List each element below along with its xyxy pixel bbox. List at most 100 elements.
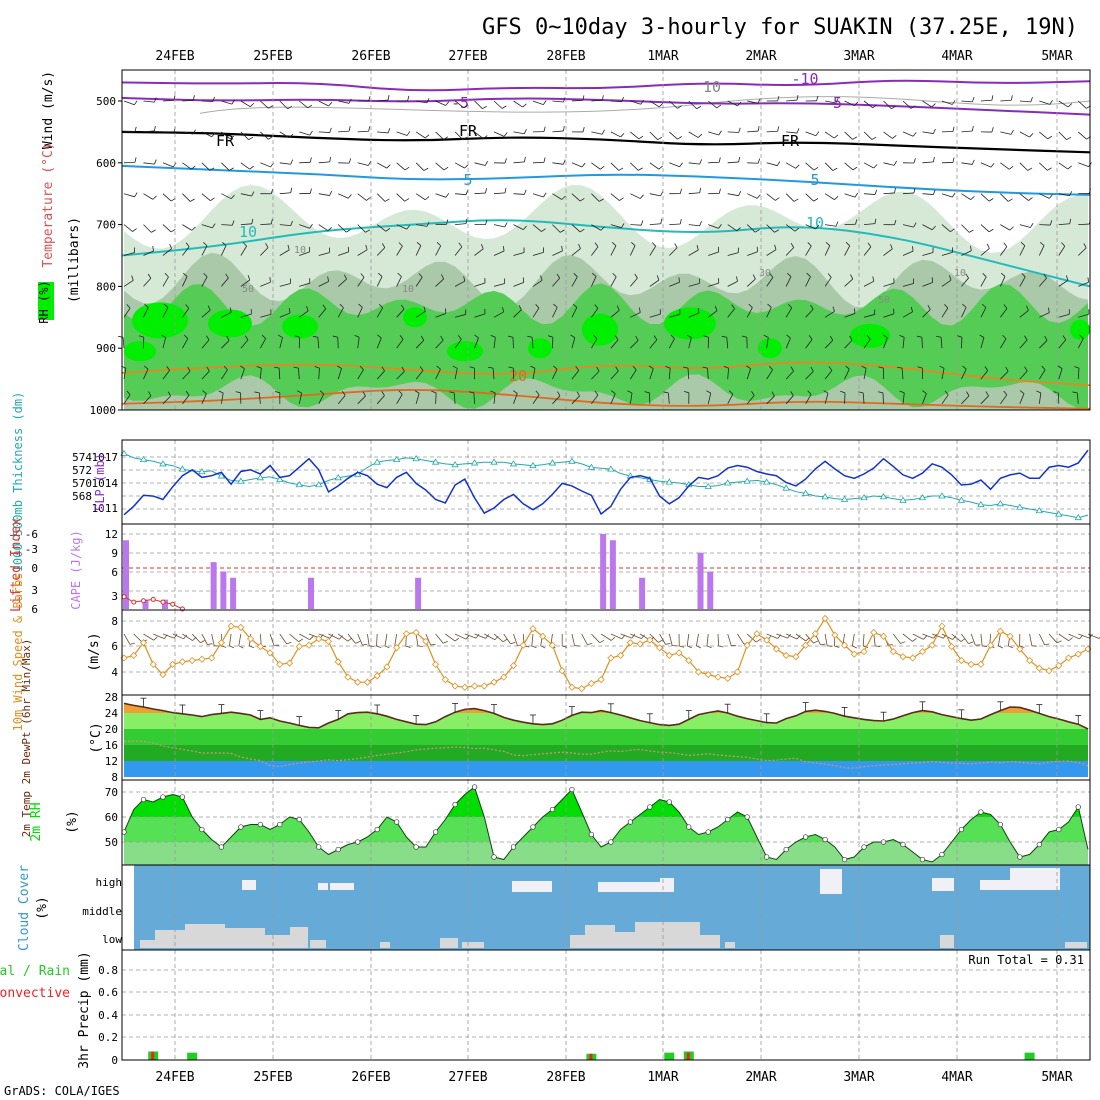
rh-marker	[569, 786, 575, 793]
wind-barb-flag	[368, 126, 371, 132]
wind-barb-flag	[277, 334, 283, 338]
wind-barb	[785, 276, 792, 287]
wind-barb-flag	[968, 229, 974, 233]
wind-barb	[279, 633, 287, 645]
wind-barb	[844, 100, 855, 107]
wind-marker	[1074, 650, 1082, 658]
wind-barb	[591, 131, 603, 135]
wind-barb	[961, 395, 970, 405]
wind-barb-flag	[741, 335, 747, 338]
wind-barb	[513, 633, 518, 646]
wind-barb	[221, 131, 231, 140]
day-label: 27FEB	[448, 49, 487, 64]
rh-marker	[608, 839, 614, 845]
upper-air-label-rh: RH (%)	[37, 280, 51, 323]
wind-barb-flag	[610, 636, 616, 641]
wind-barb-flag	[406, 131, 411, 136]
wind-barb-flag	[126, 304, 131, 309]
wind-barb	[708, 310, 718, 318]
wind-barb-flag	[287, 244, 290, 250]
wind-barb	[260, 223, 272, 225]
thickness-marker	[256, 474, 265, 481]
wind-barb	[357, 162, 369, 166]
wind-barb	[532, 368, 536, 380]
wind-barb	[727, 161, 739, 164]
wind-barb-flag	[638, 135, 644, 140]
wind-barb	[824, 393, 829, 404]
wind-barb-flag	[962, 365, 967, 370]
wind-barb-flag	[755, 639, 761, 643]
wind-barb-flag	[443, 136, 449, 140]
rh-blob-90	[758, 338, 782, 359]
wind-barb-flag	[1008, 645, 1014, 649]
wind-barb	[824, 370, 833, 380]
wind-barb-flag	[463, 276, 466, 282]
wind-barb-flag	[718, 188, 721, 194]
wind-barb-flag	[446, 219, 449, 225]
day-labels-bottom: 24FEB 25FEB 26FEB 27FEB 28FEB 1MAR 2MAR 3MAR 4MA…	[155, 1070, 1072, 1085]
wind-barb-flag	[652, 242, 656, 247]
wind-barb	[201, 339, 210, 349]
wind-barb-flag	[699, 159, 702, 165]
wind-barb-flag	[1047, 135, 1053, 140]
cloud-high-block	[820, 869, 842, 894]
wind-barb-flag	[757, 98, 761, 104]
day-label: 4MAR	[941, 1070, 972, 1085]
day-label: 24FEB	[155, 1070, 194, 1085]
wind-barb-flag	[618, 167, 624, 171]
wind-barb-flag	[286, 641, 292, 645]
wind-barb	[182, 99, 194, 102]
wind-barb-flag	[736, 227, 741, 232]
wind-barb	[338, 251, 349, 256]
wind-barb-flag	[309, 635, 314, 640]
wind-barb-flag	[384, 198, 390, 202]
wind-barb-flag	[365, 229, 371, 233]
wind-barb	[630, 312, 641, 318]
wind-barb	[182, 394, 190, 405]
wind-barb	[221, 277, 229, 287]
wind-barb	[493, 100, 503, 109]
wind-barb-flag	[786, 272, 792, 277]
wind-barb	[1058, 339, 1067, 349]
wind-barb-flag	[706, 645, 712, 649]
wind-barb	[532, 193, 544, 198]
wind-barb-flag	[397, 272, 402, 277]
wind-barb	[474, 100, 483, 109]
wind-barb	[902, 192, 914, 195]
wind-barb-flag	[212, 223, 216, 229]
wind-barb	[591, 193, 600, 202]
wind-barb-flag	[670, 334, 675, 339]
wind-barb-flag	[387, 95, 390, 101]
wind-barb-flag	[582, 95, 585, 101]
thickness-marker	[938, 492, 946, 499]
wind-barb	[610, 193, 620, 201]
wind-barb	[182, 193, 191, 202]
wind-barb	[532, 252, 544, 256]
precip-tick: 0.2	[98, 1031, 118, 1044]
wind-barb	[143, 250, 154, 256]
wind-barb-flag	[1019, 390, 1025, 394]
wind-marker	[441, 676, 449, 684]
wind-barb-flag	[850, 274, 854, 280]
wind-barb-flag	[810, 304, 814, 310]
rh-marker	[861, 844, 867, 850]
precip-convective-bar	[151, 1051, 155, 1060]
wind-barb	[201, 309, 211, 318]
contour-label: 5	[810, 171, 819, 189]
rh-blob-90	[582, 313, 618, 346]
thickness-marker	[996, 500, 1005, 507]
wind-barb	[1039, 162, 1048, 171]
thickness-marker	[743, 477, 751, 484]
wind-barb-flag	[378, 272, 383, 277]
wind-barb-flag	[1043, 273, 1047, 279]
wind-barb	[279, 312, 291, 318]
wind-barb	[337, 368, 342, 380]
wind-barb	[416, 224, 428, 227]
contour-label: 10	[402, 284, 414, 295]
thickness-marker	[295, 480, 303, 488]
rh-marker	[549, 806, 556, 813]
wind-barb-flag	[229, 645, 235, 649]
wind-barb	[980, 370, 989, 380]
wind-barb-flag	[601, 95, 604, 101]
wind-barb-flag	[185, 304, 190, 309]
